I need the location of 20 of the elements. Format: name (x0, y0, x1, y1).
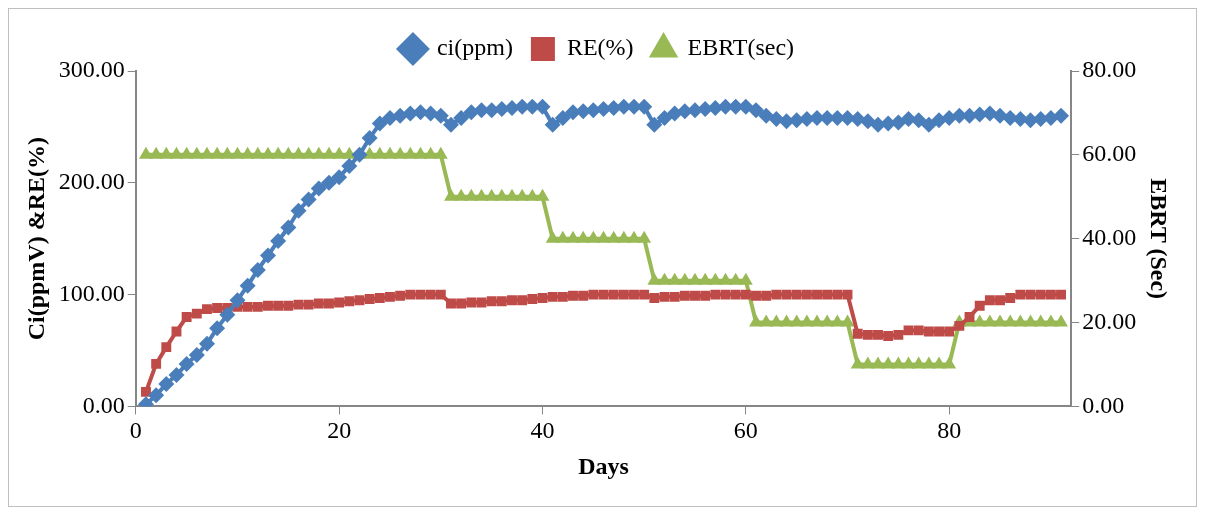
x-tick-label: 0 (129, 417, 142, 444)
y-axis-title: Ci(ppmV) &RE(%) (22, 137, 49, 341)
y-tick-label: 100.00 (58, 279, 125, 306)
x-axis-title: Days (578, 452, 629, 479)
x-tick-label: 80 (937, 417, 962, 444)
y2-tick-label: 40.00 (1082, 224, 1137, 250)
y-tick-label: 0.00 (82, 391, 125, 418)
y2-tick-label: 80.00 (1082, 56, 1137, 83)
x-tick-label: 40 (530, 417, 555, 444)
y-tick-label: 200.00 (58, 168, 125, 195)
y-tick-label: 300.00 (58, 56, 125, 83)
legend-label: ci(ppm) (436, 34, 513, 61)
legend-label: EBRT(sec) (687, 34, 795, 61)
legend-label: RE(%) (566, 34, 634, 61)
x-tick-label: 60 (733, 417, 758, 444)
y2-axis-title: EBRT (Sec) (1146, 178, 1173, 300)
x-tick-label: 20 (327, 417, 352, 444)
y2-tick-label: 60.00 (1082, 140, 1137, 167)
y2-tick-label: 20.00 (1082, 307, 1137, 334)
y2-tick-label: 0.00 (1082, 391, 1125, 418)
